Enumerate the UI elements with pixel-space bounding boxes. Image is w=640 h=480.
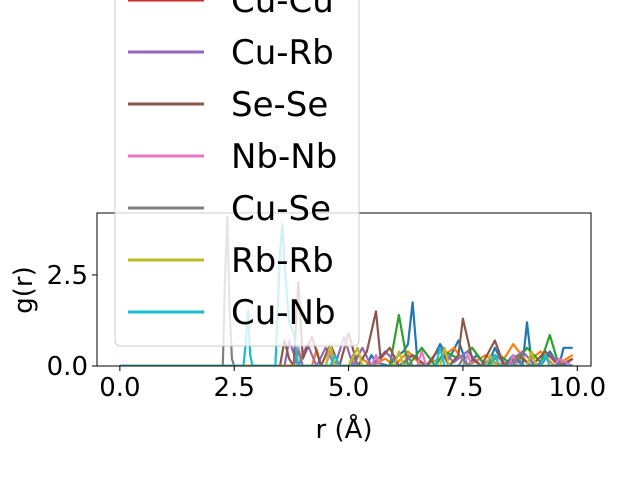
y-tick-label: 0.0: [47, 352, 88, 382]
legend-label-cu-cu: Cu-Cu: [231, 0, 334, 21]
x-tick-label: 10.0: [548, 373, 606, 403]
legend-label-cu-rb: Cu-Rb: [231, 33, 334, 73]
y-tick-label: 2.5: [47, 261, 88, 291]
x-axis-label: r (Å): [315, 413, 372, 445]
legend-label-cu-nb: Cu-Nb: [231, 293, 336, 333]
series-line-cu-nb: [119, 222, 573, 366]
x-tick-label: 2.5: [214, 373, 255, 403]
legend-label-rb-rb: Rb-Rb: [231, 241, 334, 281]
legend-label-se-se: Se-Se: [231, 85, 328, 125]
series-line-unlabeled-2: [119, 343, 574, 366]
y-axis-label: g(r): [9, 266, 39, 313]
legend-label-nb-nb: Nb-Nb: [231, 137, 337, 177]
x-tick-label: 5.0: [328, 373, 369, 403]
x-tick-label: 0.0: [99, 373, 140, 403]
x-tick-label: 7.5: [442, 373, 483, 403]
x-axis: 0.0 2.5 5.0 7.5 10.0: [99, 366, 606, 403]
legend: Cu-Cu Cu-Rb Se-Se Nb-Nb Cu-Se Rb-Rb Cu-Nb: [114, 0, 360, 347]
y-axis: 0.0 2.5: [47, 261, 97, 382]
legend-label-cu-se: Cu-Se: [231, 189, 331, 229]
